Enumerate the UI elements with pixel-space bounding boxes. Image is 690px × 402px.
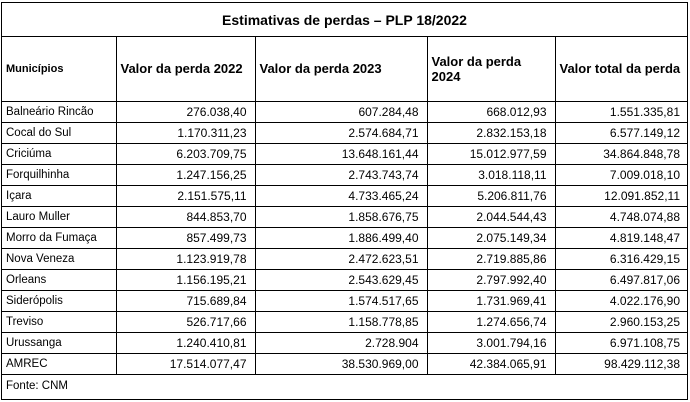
cell-municipio: Treviso [2, 310, 117, 333]
table-row: Criciúma 6.203.709,75 13.648.161,44 15.012.… [2, 142, 688, 165]
cell-municipio: Cocal do Sul [2, 121, 117, 144]
cell-valor-2024: 3.001.794,16 [426, 331, 556, 354]
cell-valor-2023: 13.648.161,44 [254, 142, 428, 165]
cell-valor-2022: 1.170.311,23 [115, 121, 256, 144]
cell-valor-2024: 668.012,93 [426, 100, 556, 123]
table-row: Balneário Rincão 276.038,40 607.284,48 668.… [2, 100, 688, 123]
table-body: Balneário Rincão 276.038,40 607.284,48 668.… [2, 100, 688, 375]
cell-valor-2022: 2.151.575,11 [115, 184, 256, 207]
source-note: Fonte: CNM [6, 379, 68, 392]
cell-municipio: Forquilhinha [2, 163, 117, 186]
cell-valor-total: 34.864.848,78 [554, 142, 688, 165]
table-row: Lauro Muller 844.853,70 1.858.676,75 2.044.… [2, 205, 688, 228]
cell-valor-total: 6.497.817,06 [554, 268, 688, 291]
cell-valor-2022: 17.514.077,47 [115, 352, 256, 375]
cell-municipio: AMREC [2, 352, 117, 375]
cell-valor-2024: 15.012.977,59 [426, 142, 556, 165]
cell-valor-2023: 2.743.743,74 [254, 163, 428, 186]
cell-valor-total: 6.316.429,15 [554, 247, 688, 270]
cell-valor-2023: 1.858.676,75 [254, 205, 428, 228]
cell-valor-total: 4.022.176,90 [554, 289, 688, 312]
cell-municipio: Morro da Fumaça [2, 226, 117, 249]
cell-municipio: Lauro Muller [2, 205, 117, 228]
table-row: Içara 2.151.575,11 4.733.465,24 5.206.811,7… [2, 184, 688, 207]
column-header-municipios: Municípios [2, 37, 117, 102]
cell-valor-2022: 715.689,84 [115, 289, 256, 312]
cell-valor-2024: 2.719.885,86 [426, 247, 556, 270]
cell-valor-2022: 1.240.410,81 [115, 331, 256, 354]
cell-valor-2024: 2.832.153,18 [426, 121, 556, 144]
cell-valor-2022: 526.717,66 [115, 310, 256, 333]
cell-valor-2024: 1.274.656,74 [426, 310, 556, 333]
cell-valor-total: 7.009.018,10 [554, 163, 688, 186]
cell-municipio: Orleans [2, 268, 117, 291]
cell-municipio: Urussanga [2, 331, 117, 354]
cell-valor-2023: 2.574.684,71 [254, 121, 428, 144]
table-row: Nova Veneza 1.123.919,78 2.472.623,51 2.719… [2, 247, 688, 270]
cell-valor-total: 12.091.852,11 [554, 184, 688, 207]
cell-valor-2023: 607.284,48 [254, 100, 428, 123]
table-row: Urussanga 1.240.410,81 2.728.904 3.001.794,… [2, 331, 688, 354]
cell-valor-2022: 1.123.919,78 [115, 247, 256, 270]
cell-valor-2023: 1.574.517,65 [254, 289, 428, 312]
cell-valor-2024: 5.206.811,76 [426, 184, 556, 207]
table-row: Siderópolis 715.689,84 1.574.517,65 1.731.9… [2, 289, 688, 312]
cell-valor-2023: 1.886.499,40 [254, 226, 428, 249]
cell-valor-2023: 2.728.904 [254, 331, 428, 354]
table-row: Treviso 526.717,66 1.158.778,85 1.274.656,7… [2, 310, 688, 333]
table-row: Forquilhinha 1.247.156,25 2.743.743,74 3.01… [2, 163, 688, 186]
table-row: Cocal do Sul 1.170.311,23 2.574.684,71 2.83… [2, 121, 688, 144]
cell-valor-2023: 2.543.629,45 [254, 268, 428, 291]
cell-municipio: Nova Veneza [2, 247, 117, 270]
table-row: Morro da Fumaça 857.499,73 1.886.499,40 2.0… [2, 226, 688, 249]
cell-valor-2023: 38.530.969,00 [254, 352, 428, 375]
cell-valor-total: 2.960.153,25 [554, 310, 688, 333]
cell-valor-total: 6.577.149,12 [554, 121, 688, 144]
cell-valor-2024: 1.731.969,41 [426, 289, 556, 312]
column-header-2023: Valor da perda 2023 [254, 37, 428, 102]
cell-valor-2023: 4.733.465,24 [254, 184, 428, 207]
cell-valor-2024: 3.018.118,11 [426, 163, 556, 186]
cell-municipio: Criciúma [2, 142, 117, 165]
loss-estimates-table: Municípios Valor da perda 2022 Valor da … [2, 37, 688, 375]
cell-municipio: Balneário Rincão [2, 100, 117, 123]
cell-valor-total: 98.429.112,38 [554, 352, 688, 375]
column-header-2022: Valor da perda 2022 [115, 37, 256, 102]
cell-valor-total: 6.971.108,75 [554, 331, 688, 354]
cell-valor-2022: 844.853,70 [115, 205, 256, 228]
cell-valor-2022: 1.156.195,21 [115, 268, 256, 291]
cell-valor-2024: 2.044.544,43 [426, 205, 556, 228]
table-row: Orleans 1.156.195,21 2.543.629,45 2.797.992… [2, 268, 688, 291]
cell-valor-2022: 276.038,40 [115, 100, 256, 123]
table-header-row: Municípios Valor da perda 2022 Valor da … [2, 37, 688, 102]
cell-valor-2022: 1.247.156,25 [115, 163, 256, 186]
table-row: AMREC 17.514.077,47 38.530.969,00 42.384.06… [2, 352, 688, 375]
cell-valor-total: 4.819.148,47 [554, 226, 688, 249]
cell-valor-2022: 857.499,73 [115, 226, 256, 249]
column-header-2024: Valor da perda 2024 [426, 37, 556, 102]
cell-valor-2024: 2.075.149,34 [426, 226, 556, 249]
cell-valor-2023: 2.472.623,51 [254, 247, 428, 270]
table-title: Estimativas de perdas – PLP 18/2022 [2, 3, 687, 37]
cell-valor-total: 4.748.074,88 [554, 205, 688, 228]
cell-municipio: Içara [2, 184, 117, 207]
cell-valor-total: 1.551.335,81 [554, 100, 688, 123]
cell-valor-2024: 42.384.065,91 [426, 352, 556, 375]
column-header-total: Valor total da perda [554, 37, 688, 102]
cell-valor-2023: 1.158.778,85 [254, 310, 428, 333]
cell-valor-2024: 2.797.992,40 [426, 268, 556, 291]
cell-municipio: Siderópolis [2, 289, 117, 312]
cell-valor-2022: 6.203.709,75 [115, 142, 256, 165]
